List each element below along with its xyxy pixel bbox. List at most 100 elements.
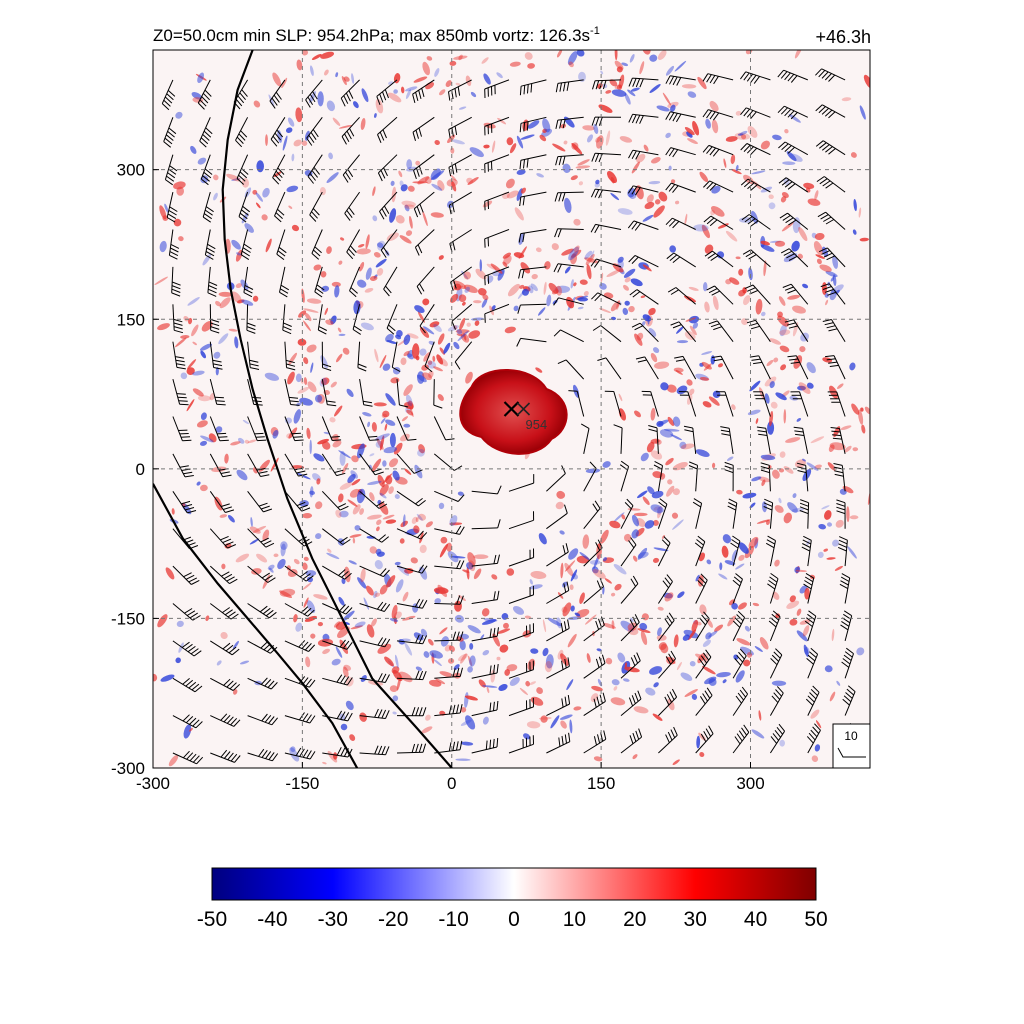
- positive-vorticity-speck: [417, 311, 425, 323]
- positive-vorticity-speck: [388, 458, 399, 468]
- positive-vorticity-speck: [631, 161, 640, 174]
- wind-barb-icon: [433, 453, 463, 471]
- positive-vorticity-speck: [752, 602, 760, 607]
- negative-vorticity-speck: [630, 617, 634, 622]
- positive-vorticity-speck: [815, 720, 822, 729]
- positive-vorticity-speck: [650, 450, 663, 460]
- positive-vorticity-speck: [536, 687, 543, 695]
- positive-vorticity-speck: [571, 142, 583, 155]
- positive-vorticity-speck: [384, 656, 394, 667]
- negative-vorticity-speck: [797, 385, 806, 391]
- positive-vorticity-speck: [399, 538, 405, 544]
- positive-vorticity-speck: [526, 721, 541, 729]
- negative-vorticity-speck: [670, 434, 682, 441]
- negative-vorticity-speck: [375, 258, 387, 268]
- negative-vorticity-speck: [760, 454, 776, 461]
- positive-vorticity-speck: [404, 468, 412, 475]
- negative-vorticity-speck: [180, 372, 188, 380]
- positive-vorticity-speck: [171, 508, 175, 515]
- positive-vorticity-speck: [334, 621, 341, 628]
- wind-barb-icon: [665, 147, 696, 158]
- positive-vorticity-speck: [449, 522, 463, 526]
- positive-vorticity-speck: [315, 501, 323, 510]
- positive-vorticity-speck: [340, 237, 345, 241]
- positive-vorticity-speck: [673, 634, 679, 648]
- positive-vorticity-speck: [462, 569, 470, 573]
- negative-vorticity-speck: [356, 443, 365, 459]
- positive-vorticity-speck: [657, 606, 664, 611]
- negative-vorticity-speck: [751, 170, 766, 175]
- wind-barb-icon: [380, 229, 398, 258]
- positive-vorticity-speck: [525, 680, 531, 687]
- negative-vorticity-speck: [821, 505, 830, 510]
- negative-vorticity-speck: [791, 240, 800, 252]
- negative-vorticity-speck: [380, 418, 386, 424]
- positive-vorticity-speck: [609, 520, 621, 529]
- positive-vorticity-speck: [305, 656, 311, 668]
- wind-barb-icon: [321, 453, 346, 477]
- negative-vorticity-speck: [262, 187, 270, 198]
- positive-vorticity-speck: [382, 514, 395, 520]
- positive-vorticity-speck: [502, 252, 512, 259]
- negative-vorticity-speck: [326, 172, 339, 183]
- negative-vorticity-speck: [430, 170, 445, 180]
- positive-vorticity-speck: [769, 338, 782, 345]
- positive-vorticity-speck: [503, 622, 509, 629]
- wind-barb-icon: [359, 490, 388, 509]
- negative-vorticity-speck: [348, 560, 357, 565]
- wind-barb-icon: [708, 320, 734, 343]
- negative-vorticity-speck: [498, 684, 508, 691]
- wind-barb-icon: [359, 565, 390, 578]
- negative-vorticity-speck: [556, 617, 562, 629]
- positive-vorticity-speck: [797, 253, 803, 259]
- negative-vorticity-speck: [351, 73, 355, 84]
- negative-vorticity-speck: [711, 185, 721, 194]
- wind-barb-icon: [508, 697, 534, 717]
- negative-vorticity-speck: [631, 529, 639, 539]
- positive-vorticity-speck: [819, 264, 832, 272]
- positive-vorticity-speck: [374, 348, 379, 363]
- wind-barb-icon: [416, 266, 435, 295]
- negative-vorticity-speck: [471, 317, 484, 321]
- negative-vorticity-speck: [660, 382, 669, 391]
- negative-vorticity-speck: [200, 350, 207, 359]
- negative-vorticity-speck: [570, 279, 574, 289]
- positive-vorticity-speck: [671, 179, 676, 184]
- positive-vorticity-speck: [607, 170, 617, 184]
- negative-vorticity-speck: [882, 438, 896, 448]
- positive-vorticity-speck: [613, 686, 618, 691]
- wind-barb-icon: [590, 188, 622, 199]
- positive-vorticity-speck: [272, 72, 282, 87]
- positive-vorticity-speck: [569, 584, 574, 590]
- positive-vorticity-speck: [180, 335, 190, 339]
- positive-vorticity-speck: [711, 206, 725, 217]
- negative-vorticity-speck: [676, 326, 684, 334]
- positive-vorticity-speck: [423, 352, 431, 362]
- wind-barb-icon: [434, 490, 465, 502]
- wind-barb-icon: [396, 453, 423, 474]
- positive-vorticity-speck: [846, 506, 850, 523]
- positive-vorticity-speck: [265, 238, 272, 253]
- positive-vorticity-speck: [779, 345, 790, 353]
- positive-vorticity-speck: [460, 653, 467, 664]
- negative-vorticity-speck: [377, 499, 381, 505]
- wind-barb-icon: [269, 79, 286, 109]
- wind-barb-icon: [629, 289, 659, 305]
- positive-vorticity-speck: [775, 613, 780, 619]
- positive-vorticity-speck: [168, 754, 179, 767]
- negative-vorticity-speck: [431, 653, 437, 658]
- positive-vorticity-speck: [557, 649, 564, 660]
- negative-vorticity-speck: [579, 552, 590, 561]
- wind-barb-icon: [172, 640, 202, 657]
- negative-vorticity-speck: [345, 700, 354, 711]
- y-tick-label: -300: [111, 759, 145, 778]
- positive-vorticity-speck: [774, 559, 780, 567]
- negative-vorticity-speck: [335, 72, 339, 78]
- wind-barb-icon: [756, 426, 771, 454]
- positive-vorticity-speck: [502, 261, 508, 268]
- positive-vorticity-speck: [560, 720, 567, 729]
- positive-vorticity-speck: [701, 224, 710, 239]
- positive-vorticity-speck: [466, 566, 470, 580]
- negative-vorticity-speck: [665, 65, 675, 76]
- wind-barb-icon: [413, 191, 435, 218]
